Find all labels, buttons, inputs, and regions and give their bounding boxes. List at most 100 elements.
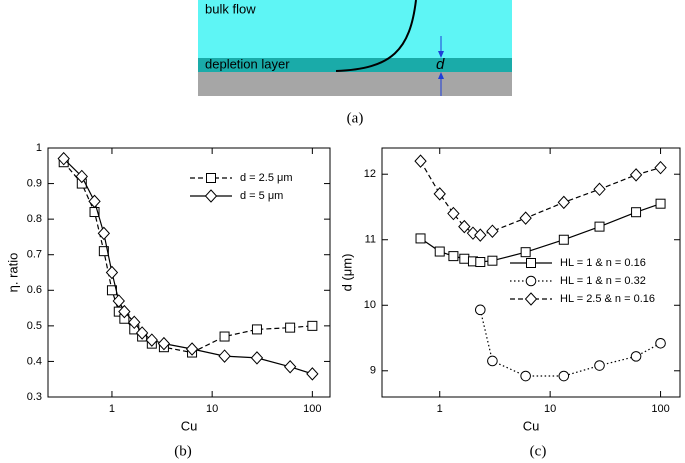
legend-marker [525,275,537,287]
x-tick-label: 10 [206,403,218,415]
x-axis-label: Cu [181,418,198,433]
marker-diamond [157,336,171,351]
marker-diamond [447,206,460,221]
y-tick-label: 0.8 [27,213,42,225]
marker-diamond [112,294,125,308]
arrow-head [438,51,444,58]
legend-label: HL = 1 & n = 0.32 [560,275,646,287]
y-tick-label: 0.9 [27,177,42,189]
y-axis-label: d (μm) [339,254,354,292]
panel-caption: (c) [530,443,547,459]
panel-caption: (b) [174,443,192,459]
y-axis-label: η. ratio [5,253,20,293]
marker-square [631,207,642,218]
x-tick-label: 10 [544,403,556,415]
marker-diamond [88,194,101,209]
plot-frame [47,147,331,398]
y-tick-label: 10 [364,299,376,311]
legend-label: HL = 1 & n = 0.16 [560,257,646,269]
x-tick-label: 1 [109,403,115,415]
legend-marker [206,173,216,183]
marker-circle [520,370,531,382]
legend-marker [526,258,536,268]
panel-caption: (a) [347,110,364,126]
marker-diamond [306,367,319,381]
x-tick-label: 100 [303,403,321,415]
marker-circle [487,355,498,367]
series-line [420,160,661,236]
marker-diamond [185,342,199,356]
x-axis-label: Cu [523,418,540,433]
y-tick-label: 0.4 [27,355,42,367]
y-tick-label: 11 [365,234,376,246]
y-tick-label: 0.3 [27,391,42,403]
marker-diamond [57,151,70,166]
marker-square [487,255,498,266]
marker-square [434,246,445,257]
legend-label: HL = 2.5 & n = 0.16 [560,293,655,305]
y-tick-label: 12 [364,168,376,180]
y-tick-label: 1 [36,142,42,154]
marker-square [475,257,486,268]
marker-circle [594,360,605,371]
chart: 1 10 100 0.3 0.4 0.5 0.6 0.7 0.8 0.9 1 Cu η. ratio (b… [5,142,331,459]
y-tick-label: 0.5 [27,320,42,332]
marker-circle [630,351,642,362]
marker-square [448,251,459,262]
marker-diamond [474,228,487,242]
marker-diamond [145,333,159,347]
diagram: bulk flow depletion layer d (a) [198,0,512,126]
legend-marker [524,292,538,306]
marker-diamond [593,182,606,197]
marker-diamond [557,195,570,210]
marker-square [415,233,426,244]
marker-diamond [519,211,532,225]
marker-circle [558,370,570,382]
arrow-head [438,72,444,79]
marker-square [594,221,605,232]
marker-diamond [414,154,427,168]
y-tick-label: 0.6 [27,284,42,296]
marker-diamond [250,351,264,365]
depletion-region [198,58,512,72]
marker-square [459,253,470,264]
marker-diamond [486,224,499,238]
marker-square [307,320,318,331]
marker-diamond [135,326,149,340]
marker-diamond [458,219,471,234]
marker-square [98,246,109,257]
x-tick-label: 100 [651,403,669,415]
series-line [479,309,661,377]
legend-marker [204,189,218,203]
marker-diamond [283,360,297,374]
velocity-profile [335,0,417,72]
marker-square [251,324,262,335]
diagram-label: bulk flow [205,1,256,16]
marker-diamond [128,315,141,330]
marker-square [520,247,531,258]
marker-circle [474,304,486,316]
diagram-label: d [436,56,445,73]
bulk-region [198,0,512,58]
marker-diamond [105,265,119,280]
plot-frame [381,147,681,398]
marker-diamond [75,169,88,184]
x-tick-label: 1 [437,403,443,415]
marker-diamond [654,160,667,175]
diagram-label: depletion layer [205,56,290,71]
marker-diamond [118,304,131,319]
marker-circle [655,337,666,349]
wall [198,72,512,96]
marker-square [655,198,666,209]
marker-square [558,234,569,245]
marker-square [219,331,230,342]
chart: 1 10 100 9 10 11 12 Cu d (μm) (c) HL = 1 & n = 0.1… [339,147,681,459]
marker-diamond [433,187,446,201]
legend-label: d = 5 μm [240,190,283,202]
marker-diamond [218,349,231,363]
marker-diamond [466,226,480,240]
series-line [63,158,313,375]
legend-label: d = 2.5 μm [240,172,293,184]
